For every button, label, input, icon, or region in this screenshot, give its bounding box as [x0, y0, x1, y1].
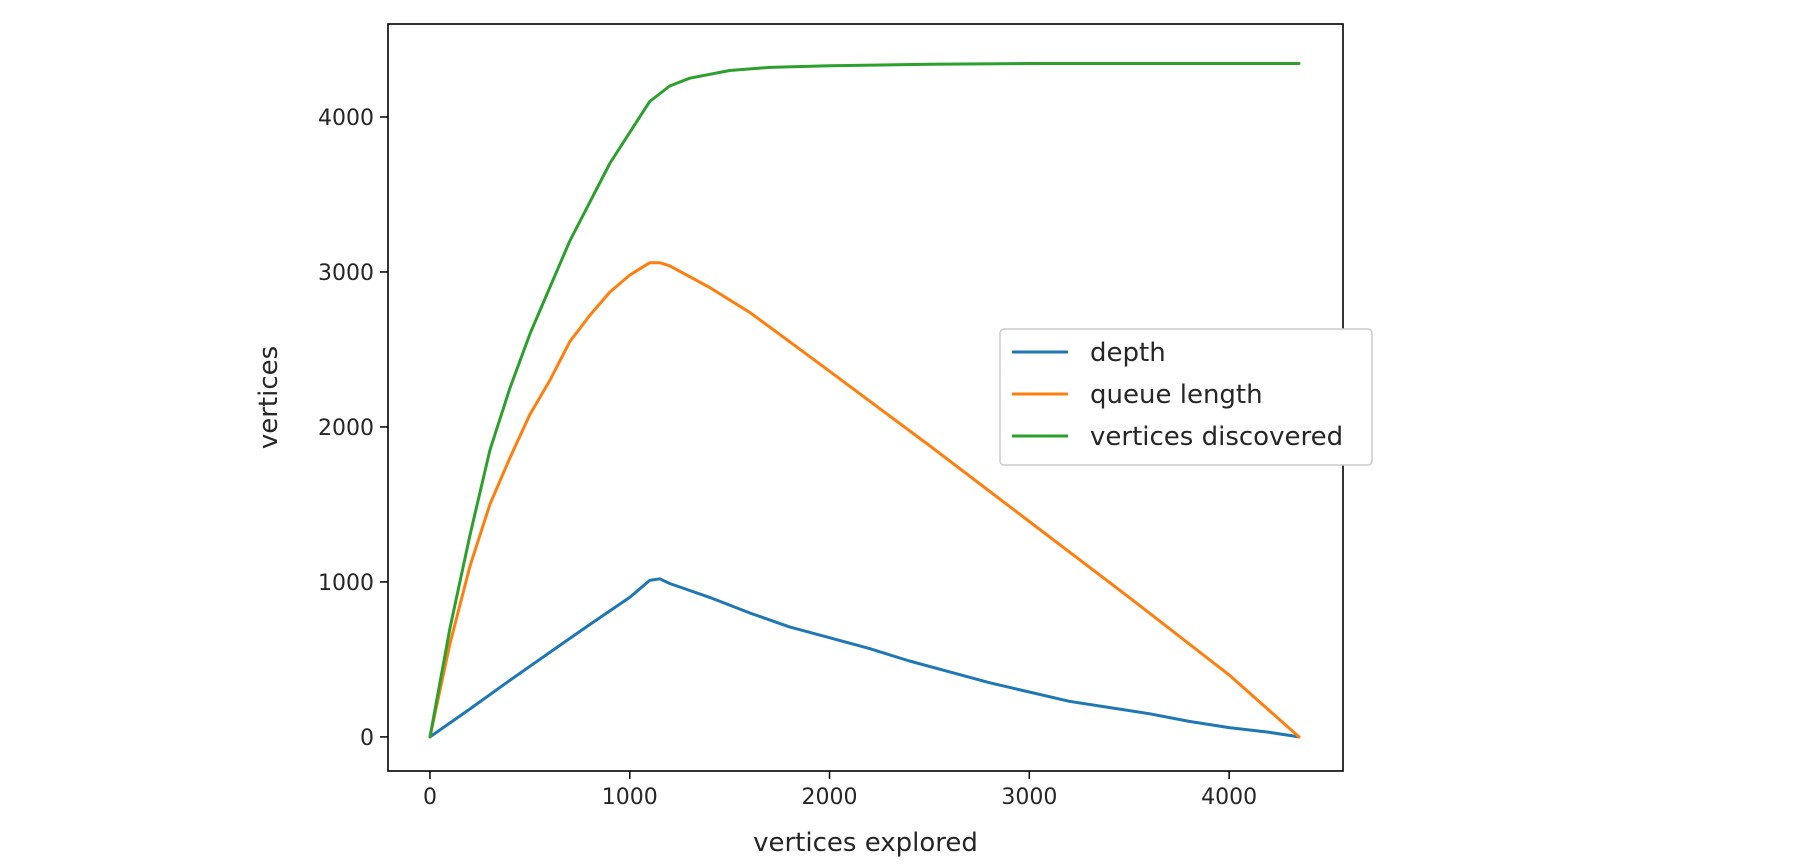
- legend: depth queue length vertices discovered: [999, 328, 1373, 466]
- x-axis-label: vertices explored: [753, 828, 978, 858]
- series-line-vertices-discovered: [428, 62, 1301, 739]
- series-line-queue-length: [428, 261, 1301, 739]
- x-tick-label: 1000: [602, 785, 658, 810]
- y-axis-ticks: 0 1000 2000 3000 4000: [318, 106, 388, 751]
- x-tick-label: 2000: [802, 785, 858, 810]
- plot-area: [428, 62, 1301, 739]
- series-line-depth: [428, 577, 1301, 739]
- y-tick-label: 1000: [318, 571, 374, 596]
- y-tick-label: 4000: [318, 106, 374, 131]
- legend-label: depth: [1090, 338, 1166, 368]
- legend-box: [999, 328, 1373, 466]
- y-tick-label: 3000: [318, 261, 374, 286]
- y-axis-label: vertices: [254, 346, 284, 449]
- x-tick-label: 4000: [1201, 785, 1257, 810]
- x-tick-label: 0: [423, 785, 437, 810]
- y-tick-label: 2000: [318, 416, 374, 441]
- legend-label: vertices discovered: [1090, 422, 1343, 452]
- x-tick-label: 3000: [1001, 785, 1057, 810]
- legend-label: queue length: [1090, 380, 1263, 410]
- x-axis-ticks: 0 1000 2000 3000 4000: [423, 771, 1257, 810]
- y-tick-label: 0: [360, 726, 374, 751]
